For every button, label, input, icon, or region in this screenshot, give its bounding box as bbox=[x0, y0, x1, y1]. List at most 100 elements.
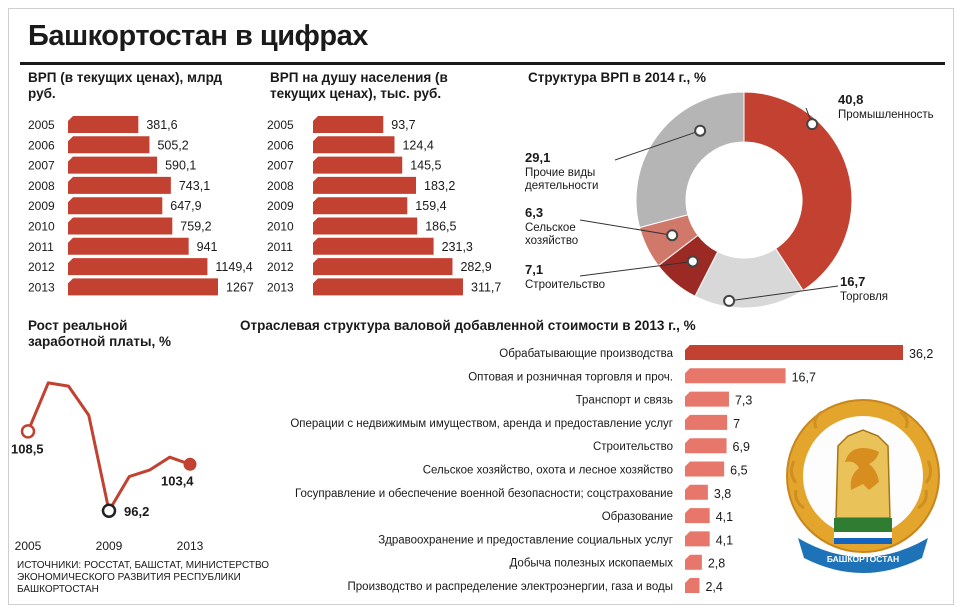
donut-slice bbox=[743, 91, 853, 292]
grp-value-label: 505,2 bbox=[157, 138, 188, 152]
year-label: 2010 bbox=[267, 220, 294, 234]
donut-leader-line bbox=[614, 130, 701, 161]
year-label: 2011 bbox=[267, 240, 293, 254]
grp-bar bbox=[68, 197, 163, 215]
grp-per-capita-value-label: 231,3 bbox=[442, 240, 473, 254]
industry-value-label: 2,8 bbox=[708, 557, 725, 571]
industry-bar bbox=[685, 484, 708, 500]
grp-per-capita-value-label: 282,9 bbox=[460, 260, 491, 274]
year-label: 2013 bbox=[28, 280, 55, 294]
industry-bar bbox=[685, 578, 700, 593]
donut-leader-line bbox=[729, 285, 839, 302]
grp-per-capita-bar bbox=[313, 197, 408, 215]
wage-x-tick: 2013 bbox=[177, 539, 204, 553]
infographic-frame bbox=[8, 8, 954, 605]
donut-value-label: 7,1 bbox=[525, 262, 543, 277]
donut-marker bbox=[666, 229, 679, 242]
grp-per-capita-value-label: 183,2 bbox=[424, 179, 455, 193]
grp-per-capita-bar bbox=[313, 176, 417, 194]
grp-per-capita-value-label: 311,7 bbox=[471, 280, 501, 294]
industry-category-label: Образование bbox=[602, 511, 673, 523]
grp-per-capita-value-label: 93,7 bbox=[391, 118, 415, 132]
donut-marker bbox=[723, 294, 736, 307]
grp-per-capita-bar bbox=[313, 237, 434, 255]
grp-structure-donut-chart: 40,8 Промышленность 16,7 Торговля 7,1 Строите… bbox=[525, 91, 934, 309]
industry-value-label: 7 bbox=[733, 417, 740, 431]
grp-bar bbox=[68, 156, 158, 174]
industry-value-label: 16,7 bbox=[792, 370, 816, 384]
industry-bar-chart: Обрабатывающие производства 36,2 Оптовая и… bbox=[290, 345, 933, 594]
wage-line-chart: 108,5 96,2 103,4 2005 2009 2013 bbox=[11, 381, 204, 553]
wage-chart-title: Рост реальной заработной платы, % bbox=[28, 318, 171, 349]
wage-point-label: 103,4 bbox=[161, 473, 194, 488]
industry-category-label: Госуправление и обеспечение военной безо… bbox=[295, 488, 673, 500]
donut-slice bbox=[635, 91, 745, 229]
wage-x-tick: 2005 bbox=[15, 539, 42, 553]
year-label: 2012 bbox=[28, 260, 55, 274]
year-label: 2007 bbox=[28, 159, 55, 173]
wage-point-label: 96,2 bbox=[124, 504, 149, 519]
donut-value-label: 16,7 bbox=[840, 274, 865, 289]
donut-marker bbox=[806, 118, 819, 131]
year-label: 2007 bbox=[267, 159, 294, 173]
year-label: 2008 bbox=[28, 179, 55, 193]
sources-note: ИСТОЧНИКИ: РОССТАТ, БАШСТАТ, МИНИСТЕРСТВ… bbox=[17, 560, 270, 595]
wage-line bbox=[26, 381, 191, 513]
grp-per-capita-bar bbox=[313, 136, 395, 154]
grp-per-capita-bar bbox=[313, 116, 384, 133]
grp-value-label: 941 bbox=[197, 240, 218, 254]
grp-per-capita-bar-chart: 2005 93,7 2006 124,4 2007 145,5 2008 183,2 2009 1… bbox=[267, 116, 501, 296]
grp-per-capita-chart-title: ВРП на душу населения (в текущих ценах),… bbox=[270, 70, 448, 101]
industry-chart-title: Отраслевая структура валовой добавленной… bbox=[240, 318, 696, 333]
donut-category-label: Сельское bbox=[525, 222, 576, 234]
donut-marker bbox=[694, 124, 707, 137]
industry-category-label: Операции с недвижимым имуществом, аренда… bbox=[290, 418, 673, 430]
year-label: 2009 bbox=[267, 199, 294, 213]
grp-per-capita-value-label: 145,5 bbox=[410, 159, 441, 173]
donut-category-label: деятельности bbox=[525, 180, 598, 192]
grp-value-label: 759,2 bbox=[180, 220, 211, 234]
industry-category-label: Обрабатывающие производства bbox=[499, 348, 673, 360]
year-label: 2011 bbox=[28, 240, 54, 254]
donut-marker bbox=[686, 255, 699, 268]
donut-leader-line bbox=[579, 260, 693, 277]
industry-category-label: Строительство bbox=[593, 441, 673, 453]
grp-bar bbox=[68, 116, 139, 133]
donut-category-label: Прочие виды bbox=[525, 167, 595, 179]
industry-category-label: Транспорт и связь bbox=[576, 395, 673, 407]
year-label: 2012 bbox=[267, 260, 294, 274]
grp-bar bbox=[68, 258, 208, 276]
grp-bar bbox=[68, 136, 150, 154]
donut-category-label: Промышленность bbox=[838, 109, 934, 121]
grp-bar-chart: 2005 381,6 2006 505,2 2007 590,1 2008 743,1 2009… bbox=[28, 116, 254, 296]
industry-bar bbox=[685, 438, 727, 454]
industry-category-label: Сельское хозяйство, охота и лесное хозяй… bbox=[423, 465, 673, 477]
grp-per-capita-value-label: 124,4 bbox=[402, 138, 433, 152]
grp-value-label: 1267 bbox=[226, 280, 254, 294]
grp-bar bbox=[68, 278, 218, 296]
industry-category-label: Здравоохранение и предоставление социаль… bbox=[378, 534, 673, 546]
year-label: 2006 bbox=[267, 138, 294, 152]
emblem-ribbon-text: БАШКОРТОСТАН bbox=[827, 554, 899, 564]
industry-bar bbox=[685, 345, 903, 360]
year-label: 2006 bbox=[28, 138, 55, 152]
donut-leader-line bbox=[579, 219, 673, 236]
grp-per-capita-bar bbox=[313, 278, 463, 296]
wage-point-2009 bbox=[101, 503, 117, 519]
grp-per-capita-bar bbox=[313, 156, 403, 174]
bashkortostan-emblem: БАШКОРТОСТАН bbox=[786, 399, 940, 573]
year-label: 2005 bbox=[267, 118, 294, 132]
donut-value-label: 29,1 bbox=[525, 150, 550, 165]
industry-bar bbox=[685, 391, 729, 407]
year-label: 2010 bbox=[28, 220, 55, 234]
grp-value-label: 1149,4 bbox=[215, 260, 252, 274]
donut-value-label: 6,3 bbox=[525, 205, 543, 220]
page-title: Башкортостан в цифрах bbox=[28, 20, 368, 52]
grp-value-label: 647,9 bbox=[170, 199, 201, 213]
donut-category-label: хозяйство bbox=[525, 235, 578, 247]
industry-category-label: Добыча полезных ископаемых bbox=[510, 558, 674, 570]
industry-bar bbox=[685, 368, 786, 384]
grp-per-capita-bar bbox=[313, 217, 418, 235]
industry-bar bbox=[685, 461, 725, 477]
grp-bar bbox=[68, 237, 189, 255]
